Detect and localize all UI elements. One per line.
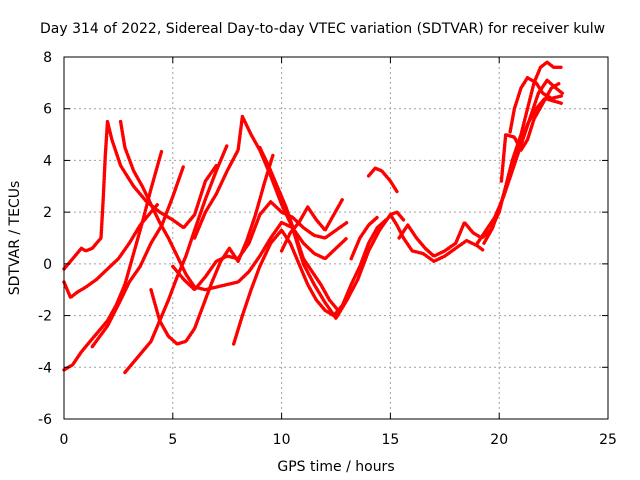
y-tick-label: -6: [38, 412, 52, 428]
series-arc-3: [62, 148, 164, 372]
series-arc-20: [508, 76, 564, 134]
series-arc-10: [232, 218, 388, 346]
y-tick-label: -4: [38, 360, 52, 376]
series-arc-14: [366, 166, 399, 194]
x-tick-label: 10: [273, 432, 291, 448]
series-arc-11: [258, 145, 340, 313]
data-series: [62, 60, 564, 375]
series-arc-7: [149, 153, 275, 346]
chart-title: Day 314 of 2022, Sidereal Day-to-day VTE…: [40, 21, 605, 37]
series-arc-18: [482, 96, 564, 245]
x-tick-label: 15: [381, 432, 399, 448]
x-tick-label: 25: [599, 432, 617, 448]
series-arc-4: [118, 119, 349, 292]
y-tick-label: 2: [43, 205, 52, 221]
y-tick-label: -2: [38, 309, 52, 325]
series-arc-5: [90, 163, 186, 349]
x-tick-label: 20: [490, 432, 508, 448]
y-axis-label: SDTVAR / TECUs: [7, 181, 23, 296]
y-tick-label: 4: [43, 153, 52, 169]
series-arc-8: [171, 200, 349, 292]
x-tick-label: 5: [168, 432, 177, 448]
series-arc-13: [349, 215, 379, 261]
axis-ticks: 0 5 10 15 20 25 -6 -4 -2 0 2 4 6 8: [38, 50, 617, 448]
series-arc-19: [499, 81, 562, 183]
y-tick-label: 0: [43, 257, 52, 273]
x-axis-label: GPS time / hours: [277, 459, 394, 475]
series-arc-6: [123, 143, 229, 375]
plot-frame: [63, 56, 609, 420]
y-tick-label: 6: [43, 102, 52, 118]
y-tick-label: 8: [43, 50, 52, 66]
series-arc-12: [279, 197, 345, 253]
series-arc-1: [62, 119, 218, 271]
x-tick-label: 0: [60, 432, 69, 448]
